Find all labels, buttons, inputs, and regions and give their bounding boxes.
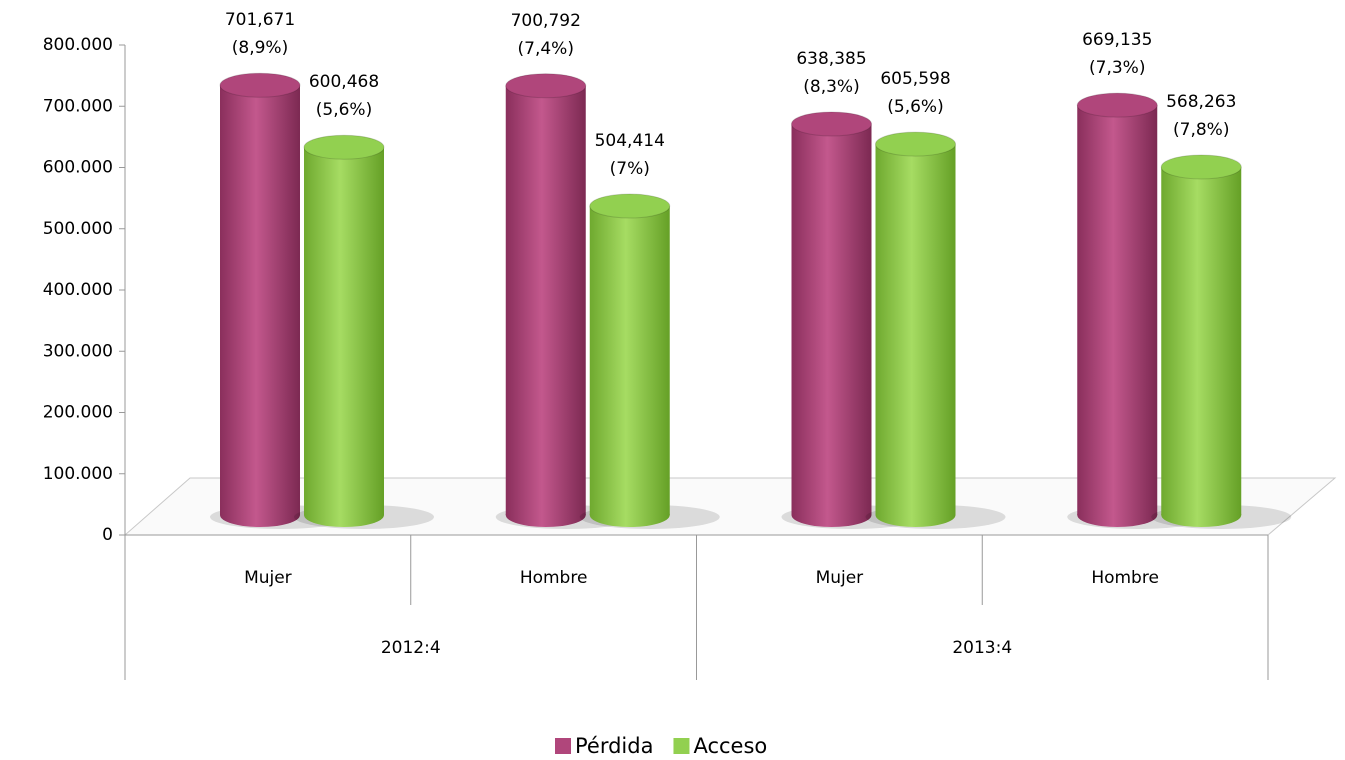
value-label: 568,263	[1166, 92, 1236, 112]
group-label: 2013:4	[952, 638, 1012, 658]
value-label: 638,385	[796, 49, 866, 69]
value-label: 701,671	[225, 10, 295, 30]
bar-bottom	[1161, 503, 1242, 527]
share-label: (7,3%)	[1089, 58, 1145, 78]
bar-bottom	[875, 503, 956, 527]
share-label: (5,6%)	[316, 100, 372, 120]
bar-bottom	[589, 503, 670, 527]
bar	[220, 85, 300, 516]
share-label: (7,4%)	[518, 39, 574, 59]
bar	[791, 123, 872, 515]
bar	[1161, 166, 1242, 516]
value-label: 605,598	[880, 69, 950, 89]
group-label: 2012:4	[381, 638, 441, 658]
y-tick-label: 600.000	[43, 158, 113, 178]
share-label: (8,9%)	[232, 38, 288, 58]
legend-label: Acceso	[693, 734, 767, 758]
value-label: 600,468	[309, 72, 379, 92]
legend-label: Pérdida	[575, 734, 653, 758]
share-label: (7%)	[610, 159, 650, 179]
y-tick-label: 300.000	[43, 341, 113, 361]
bar-bottom	[791, 503, 872, 527]
legend-swatch	[673, 738, 690, 754]
y-tick-label: 700.000	[43, 96, 113, 116]
share-label: (7,8%)	[1173, 120, 1229, 140]
bar-bottom	[1077, 503, 1158, 527]
y-tick-label: 800.000	[43, 35, 113, 55]
bar-bottom	[220, 503, 300, 527]
bar	[589, 206, 670, 515]
y-tick-label: 200.000	[43, 403, 113, 423]
value-label: 504,414	[595, 131, 665, 151]
bar-top	[1076, 92, 1158, 118]
bar-top	[1160, 154, 1242, 180]
legend-swatch	[555, 738, 571, 754]
bar	[304, 147, 384, 515]
bar	[875, 144, 956, 515]
y-tick-label: 400.000	[43, 280, 113, 300]
y-tick-label: 100.000	[43, 464, 113, 484]
bar-top	[791, 111, 872, 137]
bar-top	[505, 73, 587, 99]
x-tick-label: Hombre	[1091, 568, 1159, 588]
bar-top	[219, 72, 301, 98]
bar-top	[589, 193, 671, 219]
value-label: 669,135	[1082, 30, 1152, 50]
share-label: (5,6%)	[887, 97, 943, 117]
bar	[505, 85, 586, 516]
y-tick-label: 0	[102, 525, 113, 545]
share-label: (8,3%)	[803, 77, 859, 97]
bar-top	[875, 131, 956, 157]
value-label: 700,792	[511, 11, 581, 31]
x-tick-label: Mujer	[244, 568, 292, 588]
y-tick-label: 500.000	[43, 219, 113, 239]
x-tick-label: Mujer	[816, 568, 864, 588]
x-tick-label: Hombre	[520, 568, 588, 588]
bar-top	[303, 134, 385, 160]
bar	[1077, 105, 1158, 515]
bar-bottom	[304, 503, 384, 527]
bar-bottom	[505, 503, 586, 527]
